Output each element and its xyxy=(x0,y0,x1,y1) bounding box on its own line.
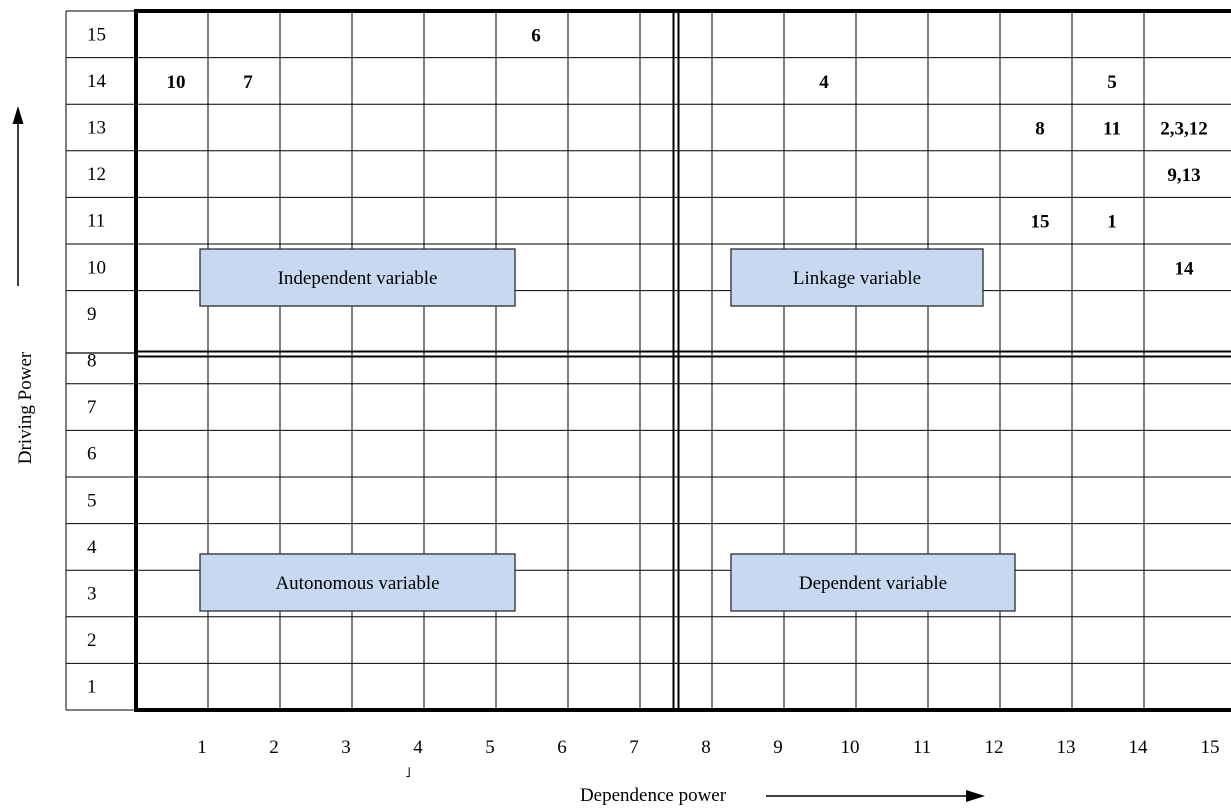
x-tick-label: 5 xyxy=(485,737,495,758)
autonomous-label-box xyxy=(199,553,516,612)
x-tick-label: 6 xyxy=(557,737,567,758)
point-label: 4 xyxy=(819,72,829,93)
y-axis-arrow xyxy=(12,106,24,286)
dependent-label-box xyxy=(730,553,1016,612)
quadrant-labels: Independent variable Linkage variable Auto… xyxy=(199,248,1016,612)
point-label: 7 xyxy=(243,72,253,93)
y-tick-label: 5 xyxy=(87,490,97,511)
point-label: 15 xyxy=(1031,212,1050,233)
x-tick-label: 3 xyxy=(341,737,351,758)
y-tick-label: 2 xyxy=(87,630,97,651)
y-tick-label: 6 xyxy=(87,444,97,465)
independent-label-box xyxy=(199,248,516,307)
point-label: 2,3,12 xyxy=(1160,119,1208,140)
chart-grid xyxy=(65,9,1231,712)
point-label: 11 xyxy=(1103,119,1121,140)
point-label: 1 xyxy=(1107,212,1117,233)
linkage-label-box xyxy=(730,248,984,307)
x-tick-label: 14 xyxy=(1129,737,1149,758)
data-points: 10 7 6 4 5 8 11 2,3,12 9,13 15 1 14 xyxy=(167,25,1208,279)
y-tick-label: 9 xyxy=(87,304,97,325)
point-label: 6 xyxy=(531,25,541,46)
x-tick-label: 4 xyxy=(413,737,423,758)
x-tick-labels: 1 2 3 4 5 6 7 8 9 10 11 12 13 14 15 xyxy=(197,737,1219,758)
x-tick-label: 11 xyxy=(913,737,931,758)
linkage-label-text: Linkage variable xyxy=(793,268,921,289)
x-tick-label: 10 xyxy=(841,737,860,758)
y-tick-label: 4 xyxy=(87,537,97,558)
y-tick-label: 13 xyxy=(87,118,106,139)
y-axis-title: Driving Power xyxy=(15,351,36,464)
x-tick-label: 15 xyxy=(1201,737,1220,758)
y-tick-label: 3 xyxy=(87,584,97,605)
y-tick-label: 10 xyxy=(87,257,106,278)
y-tick-label: 11 xyxy=(87,211,105,232)
x-tick-label: 9 xyxy=(773,737,783,758)
y-tick-label: 8 xyxy=(87,351,97,372)
y-tick-labels: 15 14 13 12 11 10 9 8 7 6 5 4 3 2 1 xyxy=(87,24,107,697)
point-label: 8 xyxy=(1035,119,1045,140)
point-label: 14 xyxy=(1175,258,1195,279)
stray-mark: ˩ xyxy=(405,766,410,781)
y-tick-label: 1 xyxy=(87,677,97,698)
x-axis-title: Dependence power xyxy=(580,785,727,806)
point-label: 10 xyxy=(167,72,186,93)
autonomous-label-text: Autonomous variable xyxy=(275,573,439,594)
independent-label-text: Independent variable xyxy=(278,268,438,289)
x-tick-label: 1 xyxy=(197,737,207,758)
point-label: 5 xyxy=(1107,72,1117,93)
y-tick-label: 14 xyxy=(87,71,107,92)
x-tick-label: 2 xyxy=(269,737,279,758)
x-tick-label: 7 xyxy=(629,737,639,758)
x-axis-arrow xyxy=(766,790,985,802)
x-tick-label: 12 xyxy=(985,737,1004,758)
point-label: 9,13 xyxy=(1167,165,1200,186)
y-tick-label: 15 xyxy=(87,24,106,45)
x-tick-label: 13 xyxy=(1057,737,1076,758)
y-tick-label: 12 xyxy=(87,164,106,185)
dependent-label-text: Dependent variable xyxy=(799,573,947,594)
y-tick-label: 7 xyxy=(87,397,97,418)
x-tick-label: 8 xyxy=(701,737,711,758)
